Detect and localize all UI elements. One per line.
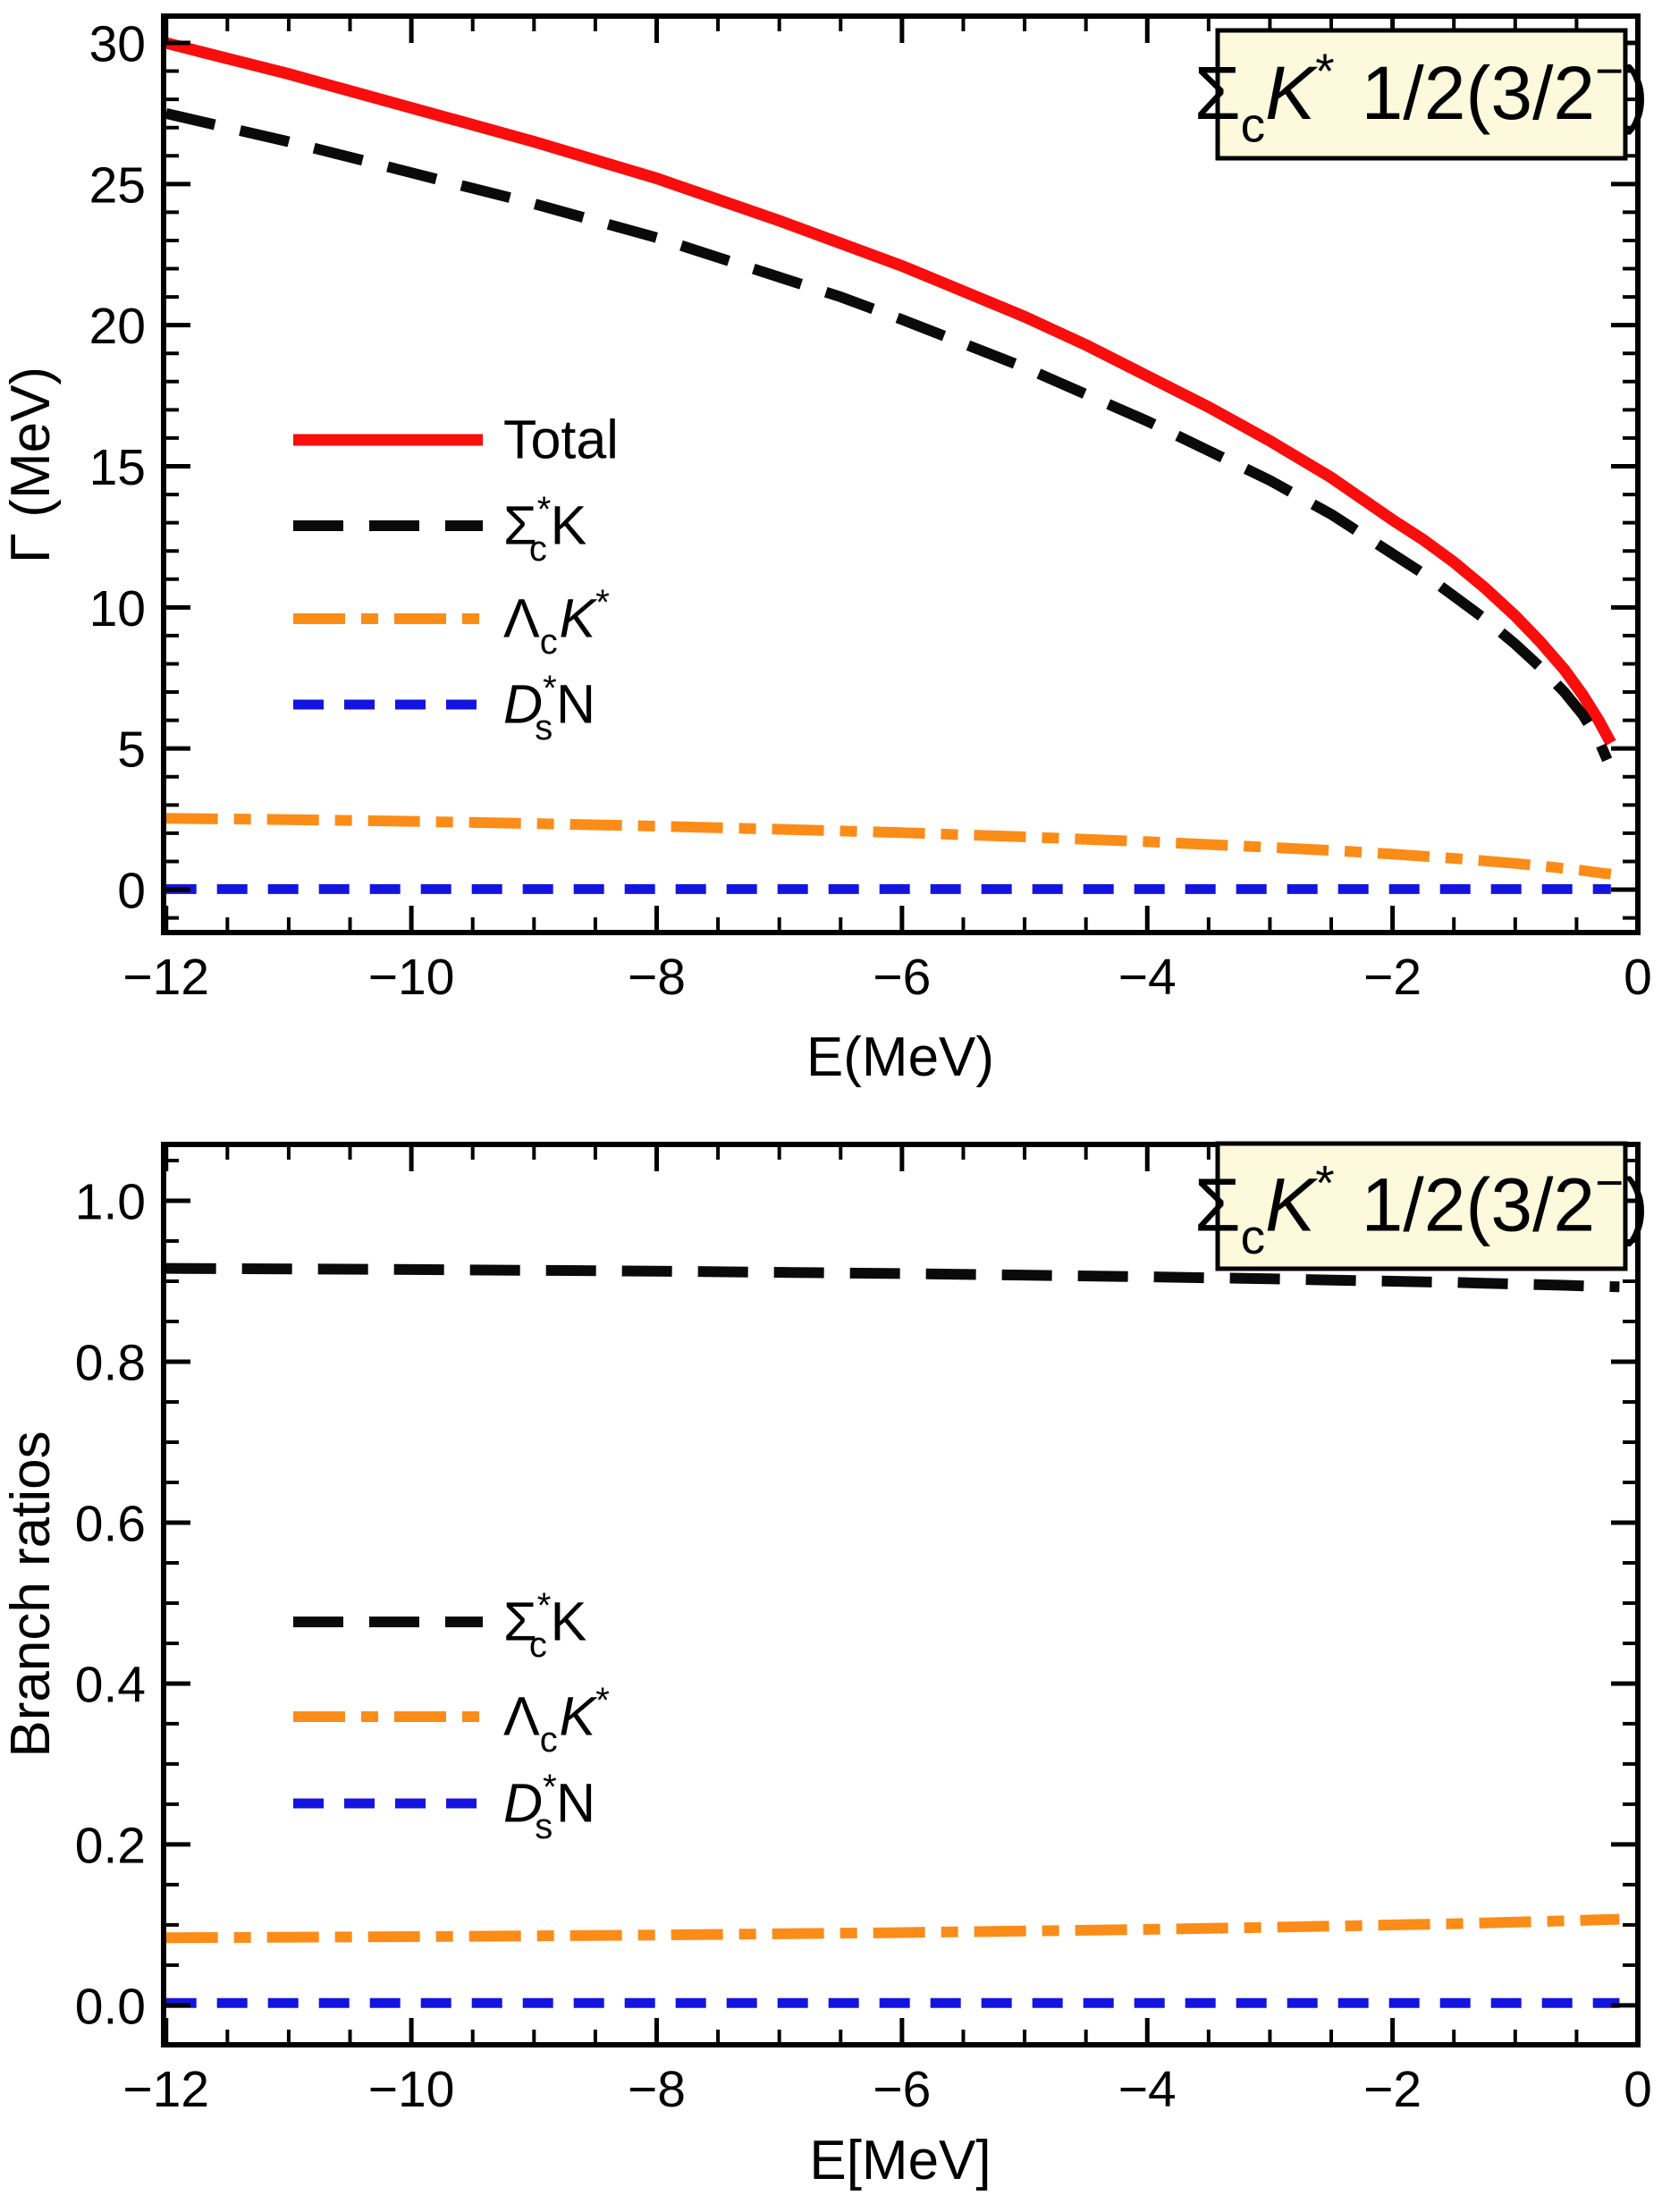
- legend-label-Σ*cK: Σ* cK: [503, 1586, 586, 1665]
- ticks: [164, 16, 1641, 933]
- y-tick-label: 0.0: [75, 1978, 146, 2035]
- branch-ratio-chart: −12 −10 −8 −6 −4 −2 0 0.0 0.2 0.4 0.6 0.8 1.0 E[MeV] B…: [0, 1141, 1652, 2191]
- curves: [165, 37, 1616, 894]
- x-tick-label: −8: [628, 2061, 686, 2118]
- tick-labels: −12 −10 −8 −6 −4 −2 0 0.0 0.2 0.4 0.6 0.8 1.0: [75, 1174, 1652, 2119]
- panel-title: ΣcK* 1/2(3/2−): [1194, 43, 1649, 153]
- series-ΛcK*: [165, 1913, 1620, 1944]
- legend-label-D*sN: D* sN: [503, 669, 595, 747]
- legend: Total Σ* cK ΛcK*D* sN: [293, 409, 619, 747]
- x-tick-label: −10: [368, 2061, 455, 2118]
- legend-label-ΛcK*: ΛcK*: [503, 1681, 610, 1760]
- x-tick-label: −6: [873, 949, 931, 1006]
- x-tick-label: −6: [873, 2061, 931, 2118]
- legend-label-D*sN: D* sN: [503, 1768, 595, 1846]
- series-Σ*cK: [165, 108, 1613, 763]
- y-tick-label: 0: [117, 863, 146, 920]
- y-tick-label: 20: [89, 298, 146, 355]
- x-tick-label: −10: [368, 949, 455, 1006]
- x-tick-label: −12: [122, 2061, 209, 2118]
- tick-labels: −12 −10 −8 −6 −4 −2 0 0 5 10 15 20 25 30: [89, 16, 1652, 1007]
- legend-label-Total: Total: [503, 409, 619, 470]
- y-tick-label: 30: [89, 16, 146, 73]
- series-Σ*cK: [165, 1262, 1620, 1293]
- x-tick-label: −2: [1363, 2061, 1422, 2118]
- x-axis-label: E[MeV]: [809, 2130, 991, 2191]
- x-tick-label: 0: [1624, 949, 1652, 1006]
- decay-width-chart: −12 −10 −8 −6 −4 −2 0 0 5 10 15 20 25 30 E(MeV) Γ (MeV)…: [0, 13, 1652, 1088]
- y-axis-label: Γ (MeV): [0, 367, 62, 563]
- y-tick-label: 0.6: [75, 1496, 146, 1553]
- legend-label-ΛcK*: ΛcK*: [503, 583, 610, 662]
- legend: Σ* cK ΛcK* D* sN: [293, 1586, 610, 1846]
- y-tick-label: 10: [89, 580, 146, 637]
- title-box: [1215, 1141, 1628, 1271]
- y-tick-label: 5: [117, 722, 146, 779]
- series-Total: [165, 37, 1616, 746]
- curves: [165, 1262, 1620, 2008]
- panel-title: ΣcK* 1/2(3/2−): [1194, 1154, 1649, 1264]
- y-tick-label: 15: [89, 439, 146, 496]
- x-tick-label: −4: [1118, 949, 1177, 1006]
- y-tick-label: 25: [89, 156, 146, 214]
- x-tick-label: −4: [1118, 2061, 1177, 2118]
- x-axis-label: E(MeV): [806, 1026, 994, 1088]
- legend-label-Σ*cK: Σ* cK: [503, 490, 586, 569]
- x-tick-label: −12: [122, 949, 209, 1006]
- x-tick-label: −8: [628, 949, 686, 1006]
- x-tick-label: 0: [1624, 2061, 1652, 2118]
- y-tick-label: 0.2: [75, 1817, 146, 1874]
- title-box: [1215, 28, 1628, 161]
- y-tick-label: 0.8: [75, 1335, 146, 1392]
- y-axis-label: Branch ratios: [0, 1431, 62, 1757]
- x-tick-label: −2: [1363, 949, 1422, 1006]
- y-tick-label: 0.4: [75, 1657, 146, 1714]
- series-ΛcK*: [165, 813, 1612, 880]
- y-tick-label: 1.0: [75, 1174, 146, 1231]
